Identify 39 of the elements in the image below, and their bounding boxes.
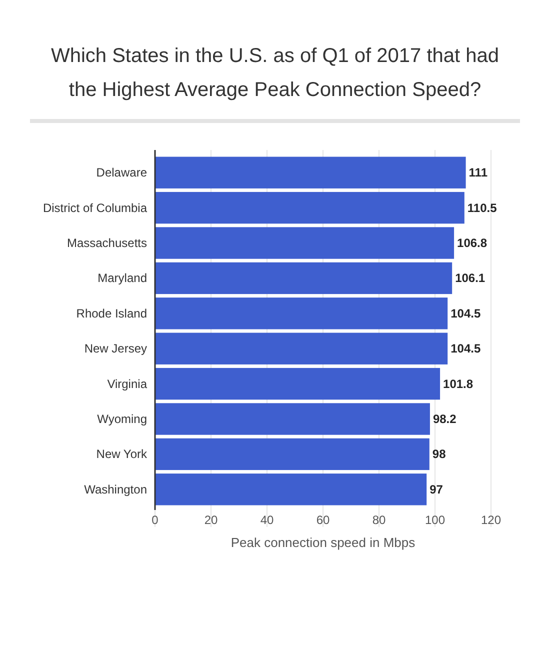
y-tick-label: Washington [84, 482, 147, 496]
y-tick-label: Wyoming [97, 412, 147, 426]
bar [155, 227, 454, 259]
bar [155, 332, 448, 364]
bar [155, 156, 466, 188]
y-tick-label: Delaware [96, 166, 148, 180]
bar [155, 368, 440, 400]
data-label: 106.1 [455, 271, 486, 286]
x-tick-label: 80 [372, 513, 386, 527]
x-axis-title: Peak connection speed in Mbps [230, 535, 416, 550]
chart-title: Which States in the U.S. as of Q1 of 2017 that had the Highest Average Peak Connection Speed? [50, 45, 500, 101]
data-label: 111 [468, 166, 488, 180]
y-tick-label: Maryland [98, 271, 147, 286]
bar [155, 438, 430, 470]
x-tick-label: 20 [204, 513, 218, 527]
data-label: 104.5 [450, 342, 481, 356]
data-label: 101.8 [443, 376, 474, 391]
x-tick-label: 120 [480, 513, 502, 527]
data-label: 106.8 [457, 236, 488, 250]
x-tick-label: 60 [316, 513, 330, 527]
data-label: 97 [430, 482, 444, 496]
data-label: 98 [432, 447, 446, 462]
bar [155, 192, 464, 224]
bar [155, 298, 448, 330]
y-tick-label: Rhode Island [76, 306, 147, 320]
x-tick-label: 0 [152, 513, 159, 527]
x-tick-label: 100 [424, 513, 446, 527]
y-tick-label: New Jersey [84, 342, 147, 356]
data-label: 98.2 [432, 412, 457, 426]
y-tick-label: District of Columbia [42, 200, 148, 215]
y-tick-label: New York [96, 447, 148, 462]
data-label: 110.5 [467, 200, 498, 215]
bar [155, 474, 427, 506]
bar [155, 403, 430, 435]
y-tick-label: Virginia [107, 376, 148, 391]
bar [155, 262, 452, 294]
data-label: 104.5 [450, 306, 481, 320]
x-tick-label: 40 [260, 513, 274, 527]
y-tick-label: Massachusetts [66, 236, 147, 250]
